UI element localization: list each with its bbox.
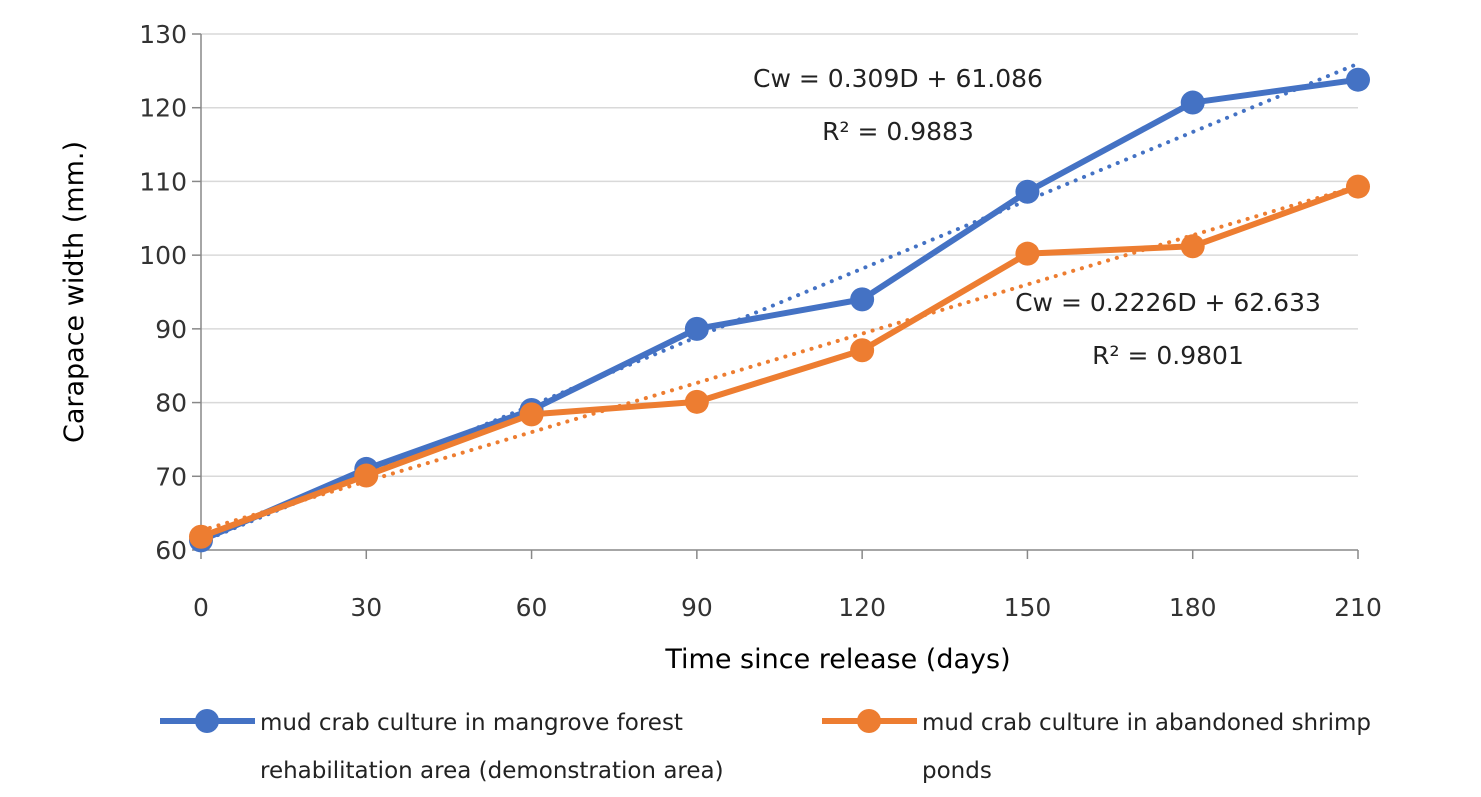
y-tick-label: 70 — [155, 462, 187, 491]
data-point-blue — [1180, 90, 1205, 115]
data-point-orange — [850, 338, 875, 363]
x-tick-label: 210 — [1334, 593, 1382, 622]
legend-label-orange-line2: ponds — [922, 758, 992, 784]
gridlines — [201, 33, 1358, 478]
data-point-orange — [684, 389, 709, 414]
data-point-orange — [519, 402, 544, 427]
x-tick-label: 150 — [1004, 593, 1052, 622]
y-tick-label: 130 — [139, 20, 187, 49]
x-tick-label: 90 — [681, 593, 713, 622]
data-point-blue — [1346, 67, 1370, 92]
x-tick-label: 120 — [838, 593, 886, 622]
legend-swatch-blue-marker — [195, 709, 219, 733]
y-tick-label: 120 — [139, 94, 187, 123]
x-tick-label: 60 — [516, 593, 548, 622]
legend-label-orange-line1: mud crab culture in abandoned shrimp — [922, 710, 1371, 736]
x-axis-title: Time since release (days) — [664, 644, 1010, 675]
y-tick-label: 110 — [139, 167, 187, 196]
legend-label-blue-line2: rehabilitation area (demonstration area) — [260, 758, 724, 784]
series-group — [189, 67, 1370, 553]
series-line-blue — [199, 76, 1359, 544]
blue-trendline-equation: Cw = 0.309D + 61.086 — [753, 64, 1043, 93]
legend-label-blue-line1: mud crab culture in mangrove forest — [260, 710, 683, 736]
y-axis-title: Carapace width (mm.) — [59, 141, 90, 443]
data-point-blue — [1015, 179, 1040, 204]
trendline-orange — [199, 184, 1360, 533]
legend: mud crab culture in mangrove forest reha… — [160, 709, 1371, 784]
x-tick-label: 180 — [1169, 593, 1217, 622]
legend-item-blue: mud crab culture in mangrove forest reha… — [160, 709, 724, 784]
x-tick-label: 30 — [350, 593, 382, 622]
blue-trendline-r2: R² = 0.9883 — [822, 117, 974, 146]
data-point-orange — [1346, 174, 1370, 199]
data-point-orange — [1180, 234, 1205, 259]
data-point-blue — [684, 316, 709, 341]
orange-trendline-r2: R² = 0.9801 — [1092, 341, 1244, 370]
data-point-orange — [189, 524, 213, 549]
y-tick-label: 80 — [155, 389, 187, 418]
data-point-blue — [850, 287, 875, 312]
legend-item-orange: mud crab culture in abandoned shrimp pon… — [822, 709, 1371, 784]
data-point-orange — [1015, 241, 1040, 266]
legend-swatch-orange-marker — [857, 709, 881, 733]
data-point-orange — [354, 463, 379, 488]
series-line-orange — [199, 183, 1360, 540]
y-tick-label: 100 — [139, 241, 187, 270]
y-axis-ticks: 60 70 80 90 100 110 120 130 — [139, 20, 201, 565]
orange-trendline-equation: Cw = 0.2226D + 62.633 — [1015, 288, 1321, 317]
x-axis-ticks: 0 30 60 90 120 150 180 210 — [193, 550, 1382, 622]
y-tick-label: 60 — [155, 536, 187, 565]
x-tick-label: 0 — [193, 593, 209, 622]
y-tick-label: 90 — [155, 315, 187, 344]
